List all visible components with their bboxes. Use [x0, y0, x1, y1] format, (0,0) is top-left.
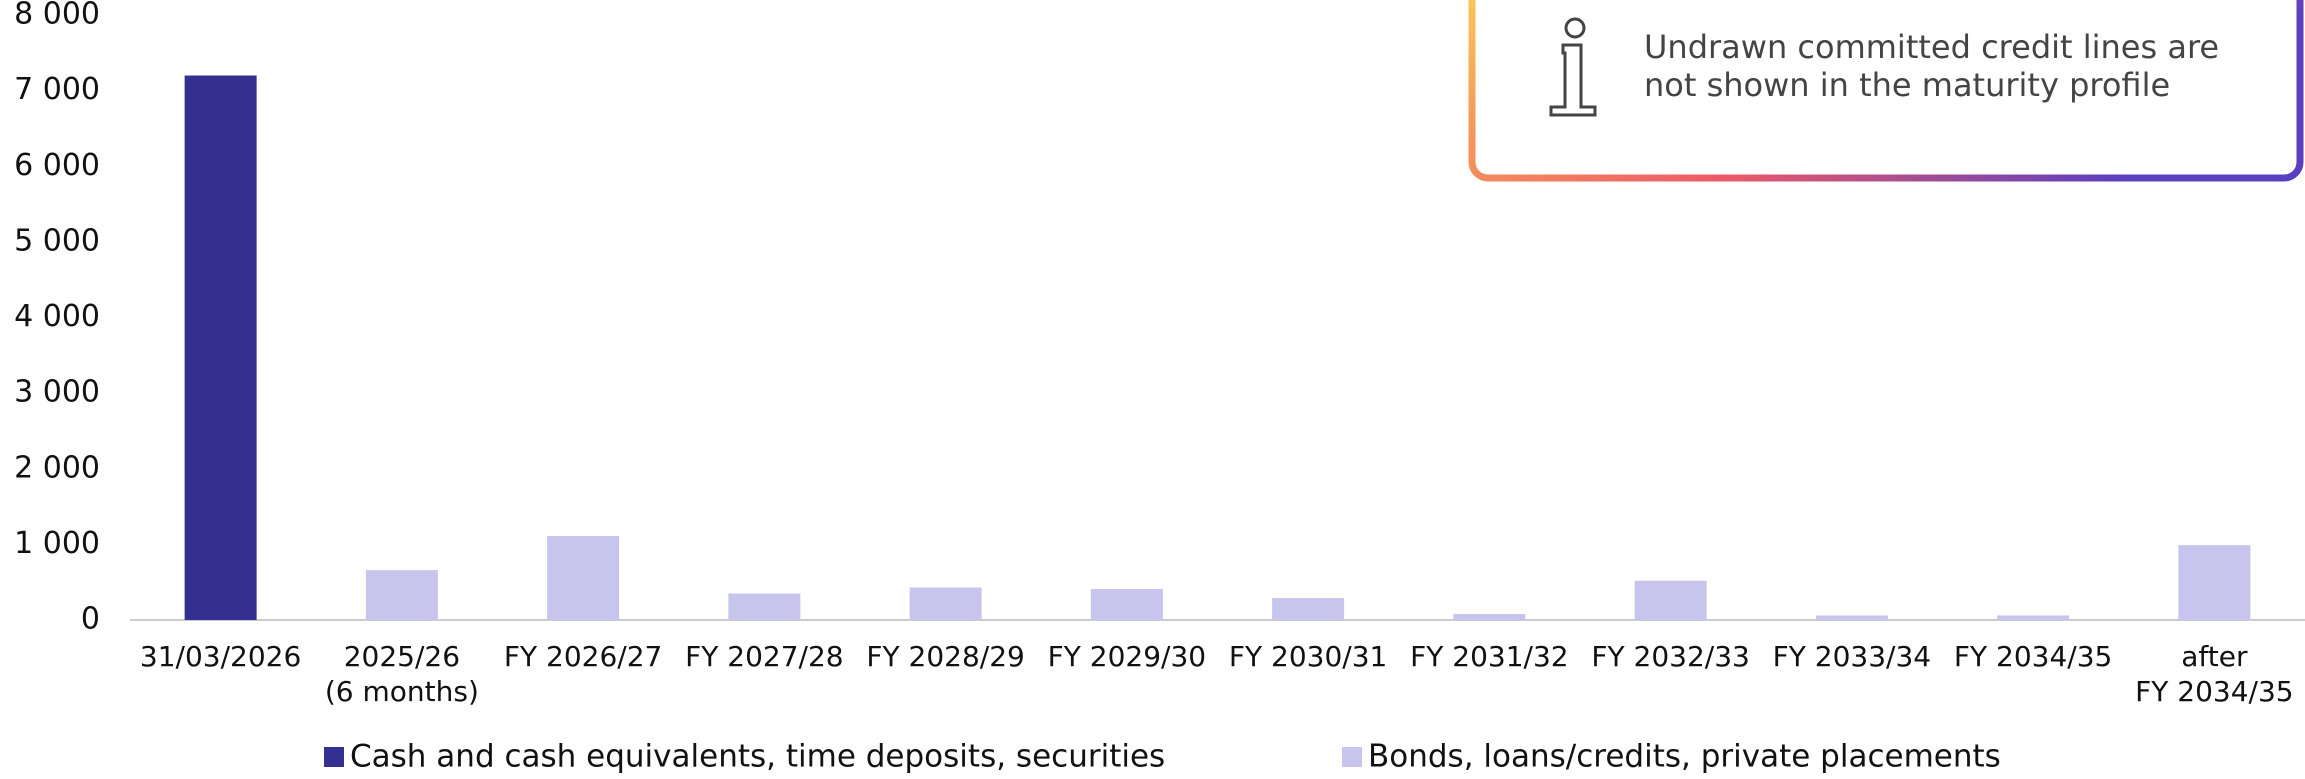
bar — [909, 587, 982, 620]
bar — [1090, 588, 1163, 620]
bar — [728, 593, 801, 620]
y-tick-label: 1 000 — [14, 526, 100, 561]
y-tick-label: 3 000 — [14, 375, 100, 410]
bar — [365, 570, 438, 620]
bar — [184, 75, 257, 620]
x-tick-label: after FY 2034/35 — [2135, 640, 2293, 708]
info-box: Undrawn committed credit lines are not sh… — [1468, 0, 2304, 182]
y-tick-label: 4 000 — [14, 299, 100, 334]
y-tick-label: 7 000 — [14, 72, 100, 107]
x-tick-label: FY 2034/35 — [1954, 640, 2112, 673]
x-tick-label: FY 2029/30 — [1048, 640, 1206, 673]
bar — [1453, 613, 1526, 620]
y-tick-label: 8 000 — [14, 0, 100, 32]
legend-label: Bonds, loans/credits, private placements — [1368, 739, 2001, 775]
x-tick-label: 2025/26 (6 months) — [325, 640, 479, 708]
x-tick-label: 31/03/2026 — [140, 640, 301, 673]
bar — [2178, 545, 2251, 620]
info-border — [1468, 0, 2304, 182]
info-icon — [1549, 17, 1597, 117]
bar — [1634, 580, 1707, 620]
x-tick-label: FY 2032/33 — [1591, 640, 1749, 673]
x-tick-label: FY 2030/31 — [1229, 640, 1387, 673]
x-tick-label: FY 2028/29 — [866, 640, 1024, 673]
legend-swatch — [1342, 747, 1362, 767]
bar — [1815, 615, 1888, 620]
x-tick-label: FY 2031/32 — [1410, 640, 1568, 673]
y-tick-label: 6 000 — [14, 148, 100, 183]
y-tick-label: 0 — [81, 602, 100, 637]
legend-swatch — [324, 747, 344, 767]
bar — [1272, 598, 1345, 620]
legend-label: Cash and cash equivalents, time deposits… — [350, 739, 1165, 775]
x-tick-label: FY 2026/27 — [504, 640, 662, 673]
x-tick-label: FY 2027/28 — [685, 640, 843, 673]
x-tick-label: FY 2033/34 — [1773, 640, 1931, 673]
y-tick-label: 5 000 — [14, 223, 100, 258]
bar — [1997, 615, 2070, 620]
bar — [547, 536, 620, 620]
info-text: Undrawn committed credit lines are not sh… — [1644, 28, 2219, 104]
y-tick-label: 2 000 — [14, 450, 100, 485]
